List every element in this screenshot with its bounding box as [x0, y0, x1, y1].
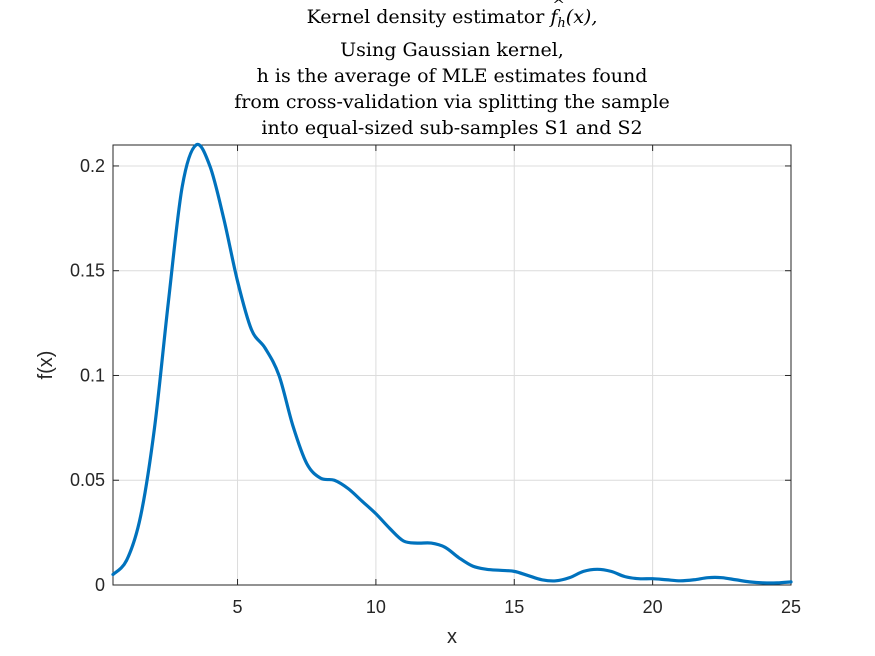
axis-ticks: [113, 145, 792, 586]
title-line-4: from cross-validation via splitting the …: [234, 91, 670, 113]
title-line-1: Kernel density estimator ^ fh(x),: [113, 0, 791, 37]
x-axis-label: x: [447, 626, 457, 648]
axes-box: [112, 144, 792, 586]
f-hat-symbol: ^ f: [550, 0, 565, 30]
chart-title: Kernel density estimator ^ fh(x), Using G…: [113, 0, 791, 141]
y-tick-label: 0.2: [80, 156, 105, 176]
y-tick-label: 0.05: [70, 470, 105, 490]
x-tick-labels: 5 10 15 20 25: [233, 597, 801, 617]
grid-lines: [113, 145, 791, 585]
title-line-1-text: Kernel density estimator: [306, 6, 545, 28]
f-symbol: f: [550, 6, 558, 28]
x-tick-label: 15: [504, 597, 524, 617]
y-tick-label: 0.1: [80, 365, 105, 385]
y-tick-labels: 0 0.05 0.1 0.15 0.2: [70, 156, 105, 595]
hat-accent-icon: ^: [552, 0, 565, 14]
title-line-2: Using Gaussian kernel,: [340, 39, 564, 61]
title-line-5: into equal-sized sub-samples S1 and S2: [261, 117, 643, 139]
x-tick-label: 25: [781, 597, 801, 617]
title-line-3: h is the average of MLE estimates found: [256, 65, 648, 87]
x-tick-label: 5: [233, 597, 243, 617]
x-tick-label: 10: [366, 597, 386, 617]
f-subscript: h: [557, 16, 566, 31]
y-tick-label: 0: [95, 575, 105, 595]
y-axis-label: f(x): [35, 351, 57, 380]
x-tick-label: 20: [643, 597, 663, 617]
y-tick-label: 0.15: [70, 261, 105, 281]
f-argument: (x),: [565, 6, 598, 28]
density-curve: [111, 142, 793, 585]
